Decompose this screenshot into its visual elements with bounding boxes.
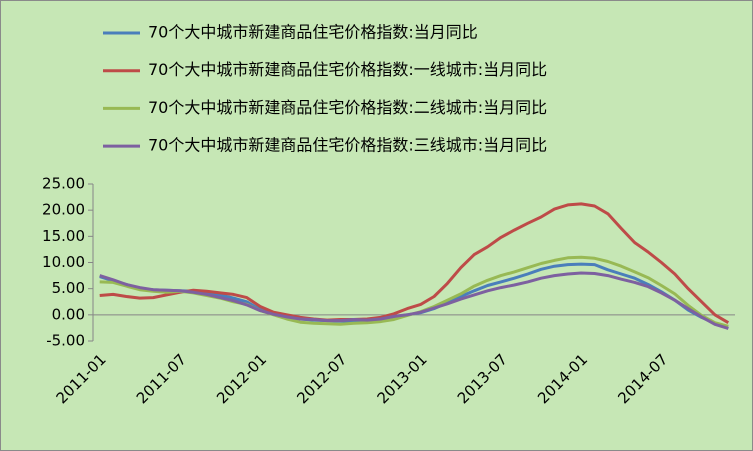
- y-tick-label: 25.00: [42, 175, 85, 193]
- series-line: [99, 202, 730, 324]
- y-tick-label: 5.00: [52, 279, 85, 297]
- y-tick-label: 10.00: [42, 253, 85, 271]
- y-tick-label: 0.00: [52, 305, 85, 323]
- legend-label: 70个大中城市新建商品住宅价格指数:二线城市:当月同比: [148, 98, 547, 117]
- legend-label: 70个大中城市新建商品住宅价格指数:三线城市:当月同比: [148, 136, 547, 155]
- y-tick-label: 15.00: [42, 227, 85, 245]
- legend-label: 70个大中城市新建商品住宅价格指数:一线城市:当月同比: [148, 60, 547, 79]
- legend-label: 70个大中城市新建商品住宅价格指数:当月同比: [148, 23, 478, 42]
- y-tick-label: 20.00: [42, 201, 85, 219]
- series-line: [99, 271, 729, 330]
- y-tick-label: -5.00: [46, 332, 85, 350]
